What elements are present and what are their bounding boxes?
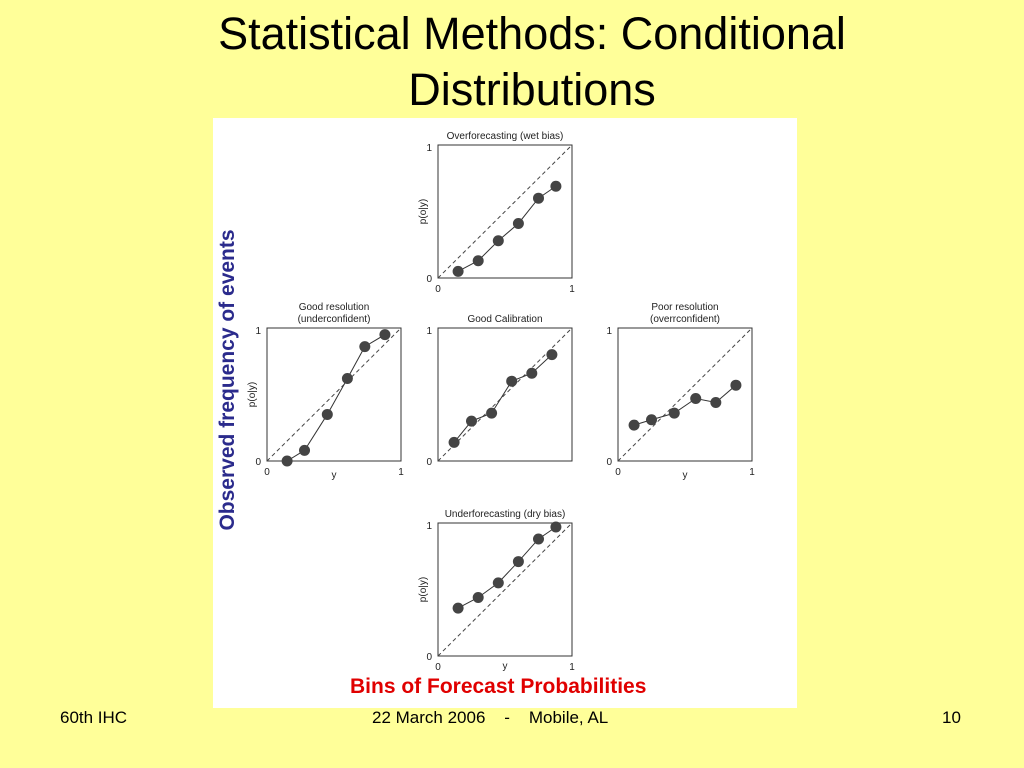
panel-2-point-0 [448,436,460,448]
panel-3-ytick-1: 1 [606,326,612,337]
panel-3-diagonal [617,327,753,462]
panel-2-series-line [453,354,553,443]
panel-0-frame [437,144,573,279]
panel-4-diagonal [437,522,573,657]
panel-4-point-4 [533,533,544,545]
panel-1-ytick-0: 0 [255,457,261,468]
panel-0-point-0 [452,265,464,277]
figure-panel: Overforecasting (wet bias) 0 1 0 1 p(o|y) Good… [213,118,797,708]
panel-0-xtick-1: 1 [569,284,575,295]
panel-2-point-3 [506,375,518,387]
panel-1-diagonal [266,327,402,462]
panel-0-point-1 [472,255,484,267]
panel-3-frame [617,327,753,462]
panel-4-point-3 [512,556,524,568]
footer-date-location: 22 March 2006 - Mobile, AL [372,708,609,727]
panel-0-ylabel: p(o|y) [418,199,429,224]
panel-4-title: Underforecasting (dry bias) [445,509,566,520]
panel-3-xlabel: y [683,470,688,481]
panel-3-point-2 [668,407,680,419]
y-axis-caption: Observed frequency of events [216,229,239,531]
panel-4-xlabel: y [503,661,508,672]
panel-4-frame [437,522,573,657]
panel-1-frame [266,327,402,462]
slide-title: Statistical Methods: Conditional Distrib… [0,6,1024,118]
panel-3-xtick-1: 1 [749,467,755,478]
panel-0-diagonal [437,144,573,279]
panel-1-point-0 [281,455,293,467]
panel-2-point-1 [466,415,477,427]
panel-1-xlabel: y [332,470,337,481]
panel-2-ytick-0: 0 [426,457,432,468]
panel-0-title: Overforecasting (wet bias) [447,131,564,142]
panel-0-point-5 [550,180,562,192]
panel-2-point-4 [526,367,538,379]
panel-0-point-2 [492,235,504,247]
panel-2-ytick-1: 1 [426,326,432,337]
panel-2-point-2 [486,407,498,419]
panel-3-point-3 [690,392,702,404]
panel-2-point-5 [546,349,558,361]
panel-1-xtick-0: 0 [264,467,270,478]
x-axis-caption: Bins of Forecast Probabilities [350,675,647,698]
panel-4-ylabel: p(o|y) [418,577,429,602]
panel-1-point-2 [321,408,333,420]
panel-1-point-4 [359,341,371,353]
panel-3-point-1 [646,414,657,426]
panel-3-ytick-0: 0 [606,457,612,468]
panel-2-title: Good Calibration [467,314,542,325]
title-line-2: Distributions [408,64,656,115]
panel-1-title: Good resolution [299,302,370,313]
panel-4-point-1 [472,591,484,603]
panel-3-title: (overrconfident) [650,314,720,325]
panel-1-point-5 [379,329,391,341]
panel-1-ytick-1: 1 [255,326,261,337]
panel-3-point-0 [628,419,640,431]
panel-3-xtick-0: 0 [615,467,621,478]
panel-4-ytick-0: 0 [426,652,432,663]
panel-4-xtick-1: 1 [569,662,575,673]
panel-1-point-3 [341,373,353,385]
panel-1-series-line [286,334,386,462]
title-line-1: Statistical Methods: Conditional [218,8,846,59]
panel-1-ylabel: p(o|y) [247,382,258,407]
panel-1-title: (underconfident) [298,314,371,325]
panel-3-title: Poor resolution [651,302,718,313]
panel-4-point-0 [452,602,464,614]
panel-0-point-4 [533,192,544,204]
footer-conference: 60th IHC [60,708,128,727]
panel-4-point-5 [550,521,562,533]
panel-4-xtick-0: 0 [435,662,441,673]
panel-0-ytick-1: 1 [426,143,432,154]
panel-0-ytick-0: 0 [426,274,432,285]
panel-2-frame [437,327,573,462]
panel-0-xtick-0: 0 [435,284,441,295]
panel-1-xtick-1: 1 [398,467,404,478]
footer-page-number: 10 [942,708,961,727]
reliability-diagrams: Overforecasting (wet bias) 0 1 0 1 p(o|y) Good… [247,131,755,673]
panel-3-point-5 [730,379,742,391]
panel-0-point-3 [512,217,524,229]
panel-4-point-2 [492,577,504,589]
y-axis-caption-wrap: Observed frequency of events [214,190,242,570]
panel-4-ytick-1: 1 [426,521,432,532]
panel-1-point-1 [299,444,311,456]
panel-3-point-4 [710,396,722,408]
